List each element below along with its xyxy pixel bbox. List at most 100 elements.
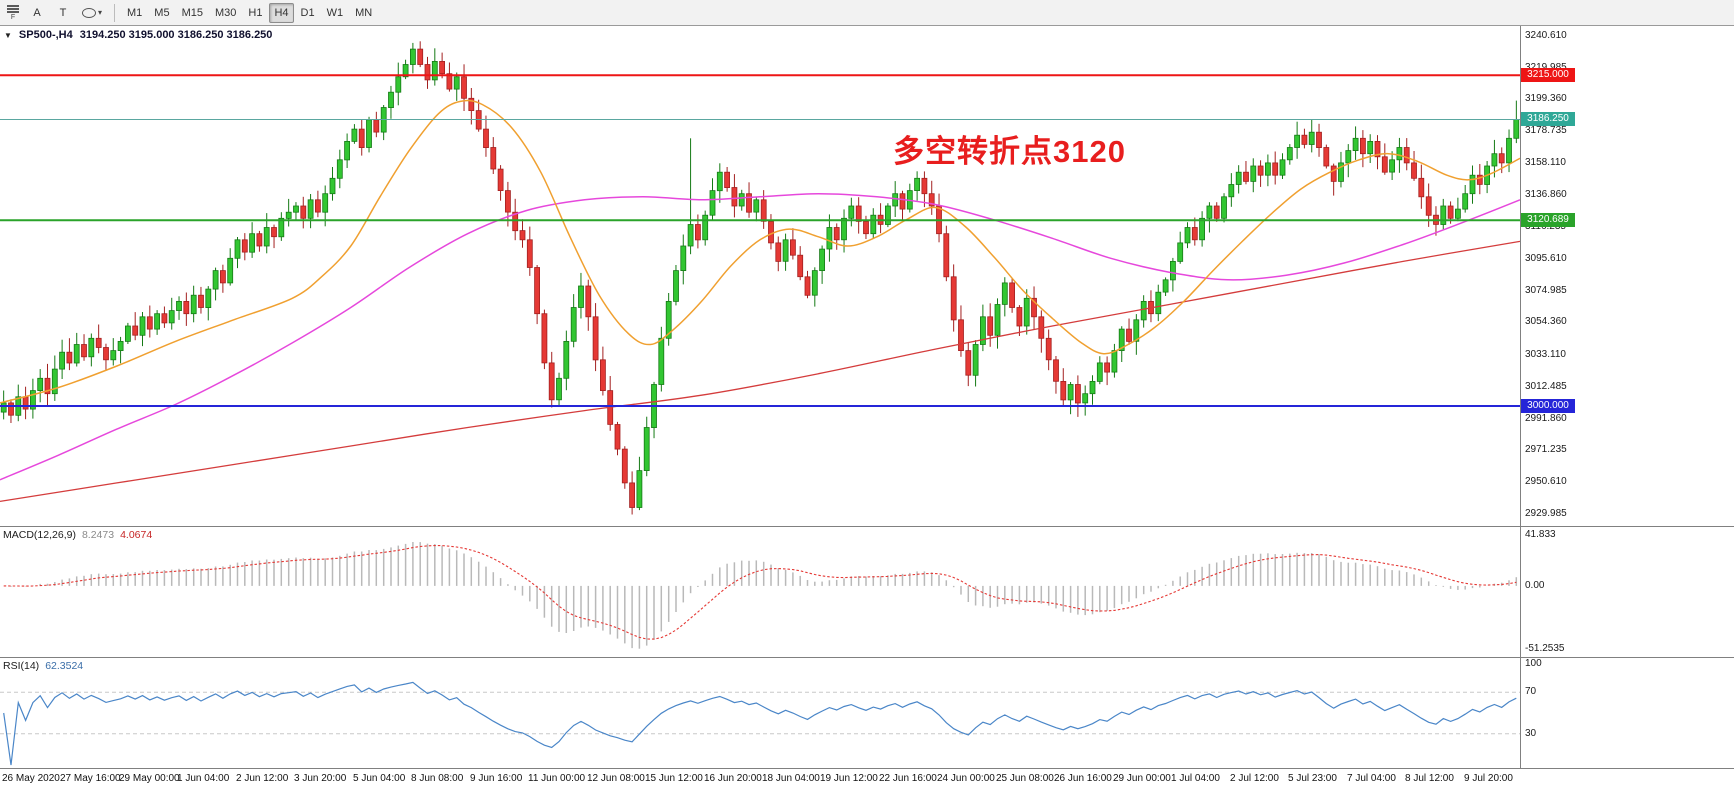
candle-body bbox=[490, 147, 497, 170]
timeframe-w1-button[interactable]: W1 bbox=[322, 3, 349, 23]
candle-body bbox=[59, 351, 65, 370]
rsi-axis-label: 30 bbox=[1525, 728, 1537, 739]
candle-body bbox=[1389, 159, 1395, 173]
candle-body bbox=[980, 316, 986, 345]
timeframe-d1-button[interactable]: D1 bbox=[296, 3, 320, 23]
rsi-axis-label: 100 bbox=[1525, 658, 1542, 669]
price-axis-label: 3074.985 bbox=[1525, 285, 1567, 296]
candle-body bbox=[307, 199, 314, 219]
candle-body bbox=[958, 319, 964, 351]
candle-body bbox=[1053, 359, 1059, 382]
time-axis-label: 1 Jun 04:00 bbox=[177, 773, 230, 784]
candle-body bbox=[1045, 337, 1052, 361]
ma-fast-line bbox=[0, 99, 1520, 404]
candle-body bbox=[388, 91, 394, 108]
candle-body bbox=[1170, 260, 1176, 281]
timeframe-m15-button[interactable]: M15 bbox=[177, 3, 208, 23]
chart-text-annotation[interactable]: 多空转折点3120 bbox=[893, 134, 1126, 169]
price-axis-label: 3012.485 bbox=[1525, 381, 1567, 392]
candle-body bbox=[928, 193, 935, 207]
candle-body bbox=[322, 193, 329, 213]
timeframe-h1-button[interactable]: H1 bbox=[243, 3, 267, 23]
timeframe-m1-button[interactable]: M1 bbox=[122, 3, 147, 23]
candle-body bbox=[249, 233, 256, 253]
candle-body bbox=[29, 390, 36, 410]
rsi-canvas[interactable] bbox=[0, 658, 1520, 768]
cursor-tool-button[interactable]: A bbox=[25, 3, 49, 23]
candle-body bbox=[103, 347, 109, 361]
time-axis-label: 24 Jun 00:00 bbox=[937, 773, 995, 784]
candle-body bbox=[263, 227, 270, 247]
price-axis[interactable]: 3240.610 3219.985 3199.360 3178.735 3158.110… bbox=[1520, 26, 1734, 526]
price-tag[interactable]: 3215.000 bbox=[1521, 68, 1575, 82]
ma-slow-line bbox=[0, 240, 1520, 503]
quick-menu-button[interactable]: F bbox=[3, 4, 23, 21]
candle-body bbox=[44, 377, 51, 395]
candle-body bbox=[1455, 208, 1461, 219]
macd-axis-label: 0.00 bbox=[1525, 580, 1545, 591]
macd-canvas[interactable] bbox=[0, 527, 1520, 657]
candle-body bbox=[526, 239, 533, 268]
macd-title: MACD(12,26,9) 8.2473 4.0674 bbox=[3, 529, 152, 541]
candle-body bbox=[1111, 350, 1118, 373]
price-axis-label: 2971.235 bbox=[1525, 444, 1567, 455]
candle-body bbox=[66, 351, 73, 364]
rsi-axis[interactable]: 100 70 30 bbox=[1520, 657, 1734, 768]
candle-body bbox=[1184, 227, 1191, 244]
candle-body bbox=[1279, 159, 1286, 176]
timeframe-m30-button[interactable]: M30 bbox=[210, 3, 241, 23]
candle-body bbox=[753, 199, 760, 213]
timeframe-h4-button[interactable]: H4 bbox=[269, 2, 294, 23]
candle-body bbox=[1213, 205, 1220, 219]
price-axis-label: 3199.360 bbox=[1525, 93, 1567, 104]
timeframe-m5-button[interactable]: M5 bbox=[149, 3, 174, 23]
candle-body bbox=[402, 64, 409, 78]
candle-body bbox=[81, 344, 87, 358]
macd-signal-line bbox=[3, 544, 1517, 640]
time-axis-label: 9 Jul 20:00 bbox=[1464, 773, 1513, 784]
candle-body bbox=[1009, 282, 1015, 308]
candle-body bbox=[1498, 153, 1505, 164]
main-chart-canvas[interactable] bbox=[0, 26, 1520, 526]
timeframe-mn-button[interactable]: MN bbox=[350, 3, 377, 23]
price-axis-label: 2929.985 bbox=[1525, 508, 1567, 519]
price-tag[interactable]: 3120.689 bbox=[1521, 213, 1575, 227]
time-axis-label: 1 Jul 04:00 bbox=[1171, 773, 1220, 784]
time-axis-label: 19 Jun 12:00 bbox=[820, 773, 878, 784]
candle-body bbox=[73, 344, 80, 364]
candle-body bbox=[1177, 242, 1184, 262]
price-axis-label: 3033.110 bbox=[1525, 349, 1566, 360]
shapes-dropdown-button[interactable]: ▾ bbox=[77, 3, 107, 23]
candle-body bbox=[921, 177, 928, 195]
candle-body bbox=[1491, 153, 1498, 167]
candle-body bbox=[453, 76, 460, 90]
candle-body bbox=[497, 168, 504, 192]
corner-label: F bbox=[10, 14, 16, 21]
candle-body bbox=[154, 313, 161, 330]
time-axis[interactable]: 26 May 2020 27 May 16:00 29 May 00:00 1 Jun… bbox=[0, 768, 1734, 793]
time-axis-label: 15 Jun 12:00 bbox=[645, 773, 703, 784]
chart-menu-icon[interactable]: ▼ bbox=[4, 30, 12, 40]
candle-body bbox=[965, 350, 972, 376]
time-axis-label: 25 Jun 08:00 bbox=[996, 773, 1054, 784]
candle-body bbox=[687, 224, 694, 247]
candle-body bbox=[1118, 328, 1125, 352]
candle-body bbox=[1323, 147, 1330, 167]
text-tool-button[interactable]: T bbox=[51, 3, 75, 23]
candle-body bbox=[110, 350, 117, 361]
candle-body bbox=[1338, 162, 1344, 182]
time-axis-label: 26 May 2020 bbox=[2, 773, 60, 784]
candle-body bbox=[1381, 156, 1388, 173]
rsi-value: 62.3524 bbox=[45, 660, 84, 672]
candle-body bbox=[1476, 174, 1483, 185]
candle-body bbox=[1206, 205, 1213, 219]
candle-body bbox=[1272, 162, 1279, 176]
price-tag[interactable]: 3000.000 bbox=[1521, 399, 1575, 413]
candle-body bbox=[702, 214, 709, 241]
candle-body bbox=[176, 300, 182, 311]
candle-body bbox=[636, 470, 643, 508]
macd-axis[interactable]: 41.833 0.00 -51.2535 bbox=[1520, 526, 1734, 657]
candle-body bbox=[716, 171, 723, 192]
time-axis-label: 27 May 16:00 bbox=[60, 773, 121, 784]
price-tag[interactable]: 3186.250 bbox=[1521, 112, 1575, 126]
